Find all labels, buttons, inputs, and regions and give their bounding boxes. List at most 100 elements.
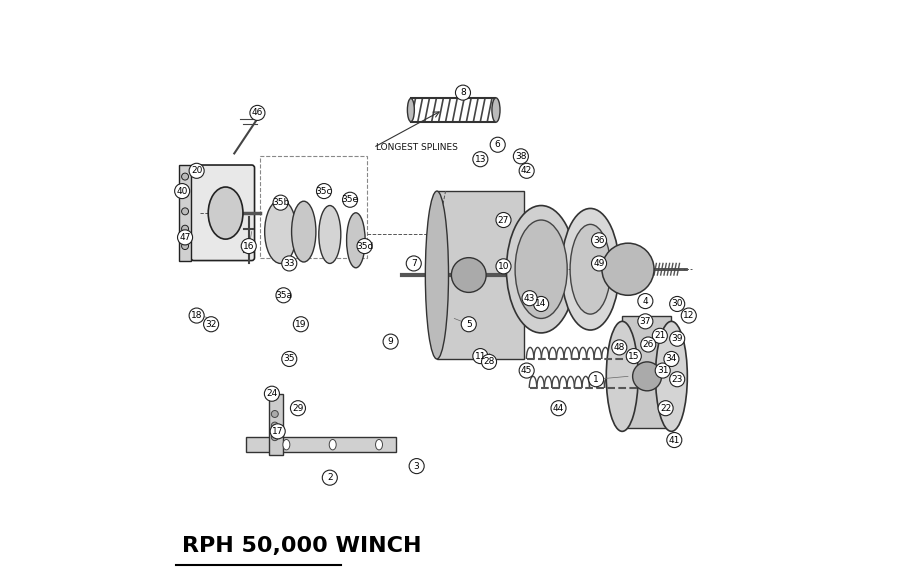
Circle shape (588, 372, 604, 387)
FancyBboxPatch shape (191, 165, 255, 261)
Circle shape (181, 208, 188, 215)
Circle shape (189, 163, 205, 178)
Bar (179, 165, 191, 261)
Circle shape (534, 296, 549, 312)
Ellipse shape (346, 213, 365, 267)
Text: 37: 37 (640, 317, 651, 326)
Circle shape (250, 105, 265, 120)
Circle shape (658, 401, 673, 416)
Text: 28: 28 (483, 357, 495, 367)
Circle shape (451, 258, 486, 292)
Text: 32: 32 (205, 320, 217, 329)
Circle shape (496, 259, 511, 274)
Circle shape (273, 195, 288, 210)
Text: 33: 33 (283, 259, 295, 268)
Ellipse shape (208, 187, 243, 239)
Circle shape (383, 334, 398, 349)
Text: 36: 36 (593, 236, 605, 245)
Text: 45: 45 (521, 366, 532, 375)
Circle shape (271, 422, 278, 429)
Ellipse shape (292, 201, 316, 262)
Circle shape (270, 424, 285, 439)
Text: 16: 16 (243, 241, 255, 251)
Circle shape (293, 317, 309, 332)
Text: 48: 48 (614, 343, 625, 352)
Bar (269, 394, 283, 455)
Circle shape (461, 317, 476, 332)
Circle shape (456, 85, 471, 100)
Text: 35a: 35a (275, 291, 292, 300)
Text: 1: 1 (593, 375, 599, 384)
Text: 29: 29 (292, 404, 304, 413)
Ellipse shape (507, 206, 576, 333)
Circle shape (602, 243, 654, 295)
Circle shape (638, 294, 653, 309)
Circle shape (591, 256, 606, 271)
Text: LONGEST SPLINES: LONGEST SPLINES (376, 143, 458, 152)
Ellipse shape (376, 439, 382, 450)
Text: 18: 18 (191, 311, 203, 320)
Circle shape (670, 372, 684, 387)
Circle shape (317, 184, 332, 199)
Text: 49: 49 (593, 259, 605, 268)
Circle shape (282, 256, 297, 271)
Circle shape (175, 184, 189, 199)
Circle shape (652, 328, 667, 343)
Text: 12: 12 (684, 311, 694, 320)
Text: 43: 43 (524, 294, 536, 303)
Circle shape (519, 363, 535, 378)
Text: 10: 10 (498, 262, 509, 271)
Circle shape (513, 149, 528, 164)
Circle shape (496, 212, 511, 228)
Circle shape (640, 337, 656, 352)
Circle shape (490, 137, 505, 152)
Circle shape (664, 351, 679, 367)
Circle shape (522, 291, 537, 306)
Circle shape (357, 239, 372, 254)
Text: 38: 38 (515, 152, 527, 161)
Circle shape (519, 163, 535, 178)
Text: 24: 24 (266, 389, 277, 398)
Text: 30: 30 (672, 299, 683, 309)
Ellipse shape (283, 439, 290, 450)
Circle shape (241, 239, 257, 254)
Ellipse shape (562, 208, 619, 330)
Circle shape (204, 317, 219, 332)
Text: 17: 17 (272, 427, 283, 436)
Circle shape (271, 434, 278, 441)
Text: 40: 40 (177, 186, 187, 196)
Circle shape (291, 401, 306, 416)
Text: 47: 47 (179, 233, 191, 242)
Text: 8: 8 (460, 88, 466, 97)
Text: 41: 41 (668, 435, 680, 445)
Bar (260, 156, 368, 258)
Circle shape (406, 256, 422, 271)
Circle shape (282, 351, 297, 367)
Ellipse shape (329, 439, 336, 450)
Ellipse shape (656, 321, 687, 431)
Text: RPH 50,000 WINCH: RPH 50,000 WINCH (182, 536, 422, 556)
Text: 2: 2 (327, 473, 333, 482)
Circle shape (343, 192, 358, 207)
Circle shape (638, 314, 653, 329)
Circle shape (482, 354, 497, 369)
Circle shape (181, 225, 188, 232)
Circle shape (181, 243, 188, 250)
Circle shape (322, 470, 337, 485)
Text: 21: 21 (654, 331, 666, 340)
Text: 26: 26 (642, 340, 654, 349)
Ellipse shape (570, 224, 611, 314)
Text: 19: 19 (295, 320, 307, 329)
Circle shape (612, 340, 627, 355)
Text: 15: 15 (628, 351, 640, 361)
Text: 46: 46 (252, 108, 263, 118)
Circle shape (670, 331, 684, 346)
Text: 23: 23 (672, 375, 683, 384)
Text: 35: 35 (283, 354, 295, 364)
Text: 35e: 35e (342, 195, 359, 204)
Text: 31: 31 (657, 366, 668, 375)
Circle shape (178, 230, 193, 245)
Circle shape (189, 308, 205, 323)
Text: 39: 39 (672, 334, 683, 343)
Circle shape (409, 459, 424, 474)
